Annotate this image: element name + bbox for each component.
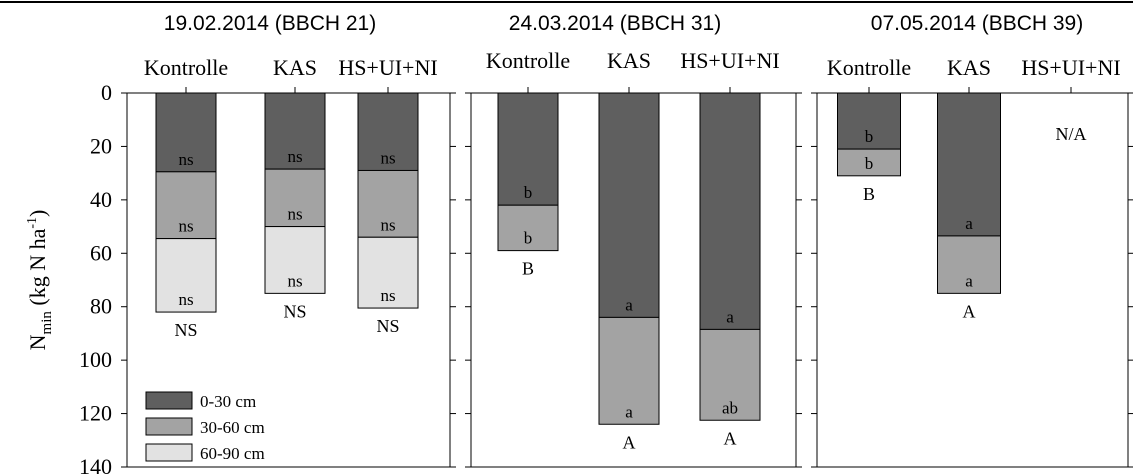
total-significance-label: NS <box>283 301 306 321</box>
panel-3: 07.05.2014 (BBCH 39)KontrollebbBKASaaAHS… <box>811 12 1133 468</box>
legend-item: 0-30 cm <box>145 391 256 411</box>
legend: 0-30 cm 30-60 cm 60-90 cm <box>145 391 265 463</box>
panel-1: 19.02.2014 (BBCH 21)KontrollensnsnsNSKAS… <box>121 12 456 468</box>
y-tick-label-140: 140 <box>79 454 112 476</box>
category-label: Kontrolle <box>144 55 228 80</box>
legend-label: 30-60 cm <box>200 418 265 437</box>
panel-2: 24.03.2014 (BBCH 31)KontrollebbBKASaaAHS… <box>465 12 802 468</box>
category-label: KAS <box>273 55 317 80</box>
segment-significance-label: ns <box>380 215 395 234</box>
y-axis-label: Nmin (kg N ha-1) <box>25 210 55 351</box>
total-significance-label: A <box>724 428 737 448</box>
total-significance-label: B <box>863 184 875 204</box>
legend-swatch <box>145 417 193 436</box>
bar-segment-0-30cm <box>598 92 660 318</box>
legend-label: 60-90 cm <box>200 444 265 463</box>
total-significance-label: A <box>623 432 636 452</box>
total-significance-label: NS <box>376 316 399 336</box>
segment-significance-label: a <box>625 295 633 314</box>
y-axis-label-unit: (kg N ha <box>25 228 50 311</box>
segment-significance-label: ns <box>380 148 395 167</box>
segment-significance-label: a <box>726 307 734 326</box>
bar-segment-0-30cm <box>699 92 761 330</box>
bar-group-hs-ui-ni: HS+UI+NI N/A <box>1021 55 1120 144</box>
bar-group-kas: KAS ns ns ns NS <box>264 55 326 321</box>
category-label: HS+UI+NI <box>338 55 437 80</box>
segment-significance-label: ns <box>287 271 302 290</box>
legend-swatch <box>145 443 193 462</box>
y-tick-label-20: 20 <box>90 133 112 158</box>
bar-segment-30-60cm <box>357 169 419 238</box>
segment-significance-label: ns <box>178 217 193 236</box>
bar-segment-0-30cm <box>357 92 419 171</box>
y-axis-label-close: ) <box>25 210 50 217</box>
y-tick-label-40: 40 <box>90 187 112 212</box>
bar-segment-0-30cm <box>155 92 217 173</box>
segment-significance-label: ab <box>722 398 738 417</box>
segment-significance-label: a <box>965 214 973 233</box>
y-tick-label-120: 120 <box>79 401 112 426</box>
bar-segment-60-90cm <box>357 236 419 309</box>
bar-group-hs-ui-ni: HS+UI+NI a ab A <box>680 48 779 448</box>
legend-label: 0-30 cm <box>200 392 256 411</box>
bar-segment-30-60cm <box>837 148 901 177</box>
bar-segment-0-30cm <box>264 92 326 170</box>
bar-segment-60-90cm <box>155 238 217 313</box>
category-label: Kontrolle <box>827 55 911 80</box>
bar-segment-0-30cm <box>497 92 559 206</box>
segment-significance-label: b <box>865 127 874 146</box>
segment-significance-label: ns <box>287 147 302 166</box>
category-label: HS+UI+NI <box>680 48 779 73</box>
segment-significance-label: b <box>524 229 533 248</box>
y-tick-label-80: 80 <box>90 294 112 319</box>
segment-significance-label: ns <box>380 286 395 305</box>
total-significance-label: B <box>522 259 534 279</box>
bar-segment-30-60cm <box>699 328 761 421</box>
missing-data-label: N/A <box>1056 124 1087 144</box>
legend-item: 60-90 cm <box>145 443 265 463</box>
category-label: KAS <box>607 48 651 73</box>
segment-significance-label: a <box>625 402 633 421</box>
bar-group-kontrolle: Kontrolle ns ns ns NS <box>144 55 228 340</box>
bar-segment-30-60cm <box>264 168 326 228</box>
category-label: Kontrolle <box>486 48 570 73</box>
chart-panels: 19.02.2014 (BBCH 21)KontrollensnsnsNSKAS… <box>121 12 1133 468</box>
category-label: KAS <box>947 55 991 80</box>
y-tick-label-0: 0 <box>101 80 112 105</box>
y-axis-label-sub: min <box>39 311 55 335</box>
panel-title: 07.05.2014 (BBCH 39) <box>871 12 1083 35</box>
bar-segment-30-60cm <box>155 171 217 240</box>
segment-significance-label: b <box>524 183 533 202</box>
legend-swatch <box>145 391 193 410</box>
segment-significance-label: ns <box>178 290 193 309</box>
bar-group-hs-ui-ni: HS+UI+NI ns ns ns NS <box>338 55 437 336</box>
segment-significance-label: ns <box>287 205 302 224</box>
panel-title: 24.03.2014 (BBCH 31) <box>509 12 721 35</box>
category-label: HS+UI+NI <box>1021 55 1120 80</box>
panel-title: 19.02.2014 (BBCH 21) <box>164 12 376 35</box>
segment-significance-label: b <box>865 154 874 173</box>
bar-segment-60-90cm <box>264 226 326 294</box>
y-tick-label-60: 60 <box>90 240 112 265</box>
segment-significance-label: ns <box>178 150 193 169</box>
y-axis-tick-labels: 0 20 40 60 80 100 120 140 <box>79 80 112 476</box>
y-axis-label-main: N <box>25 334 50 350</box>
segment-significance-label: a <box>965 271 973 290</box>
legend-item: 30-60 cm <box>145 417 265 437</box>
y-tick-label-100: 100 <box>79 347 112 372</box>
bar-segment-30-60cm <box>497 204 559 252</box>
y-axis-label-unit-sup: -1 <box>25 217 40 229</box>
bar-segment-30-60cm <box>937 235 1001 294</box>
bar-segment-30-60cm <box>598 316 660 425</box>
total-significance-label: NS <box>174 320 197 340</box>
total-significance-label: A <box>963 301 976 321</box>
